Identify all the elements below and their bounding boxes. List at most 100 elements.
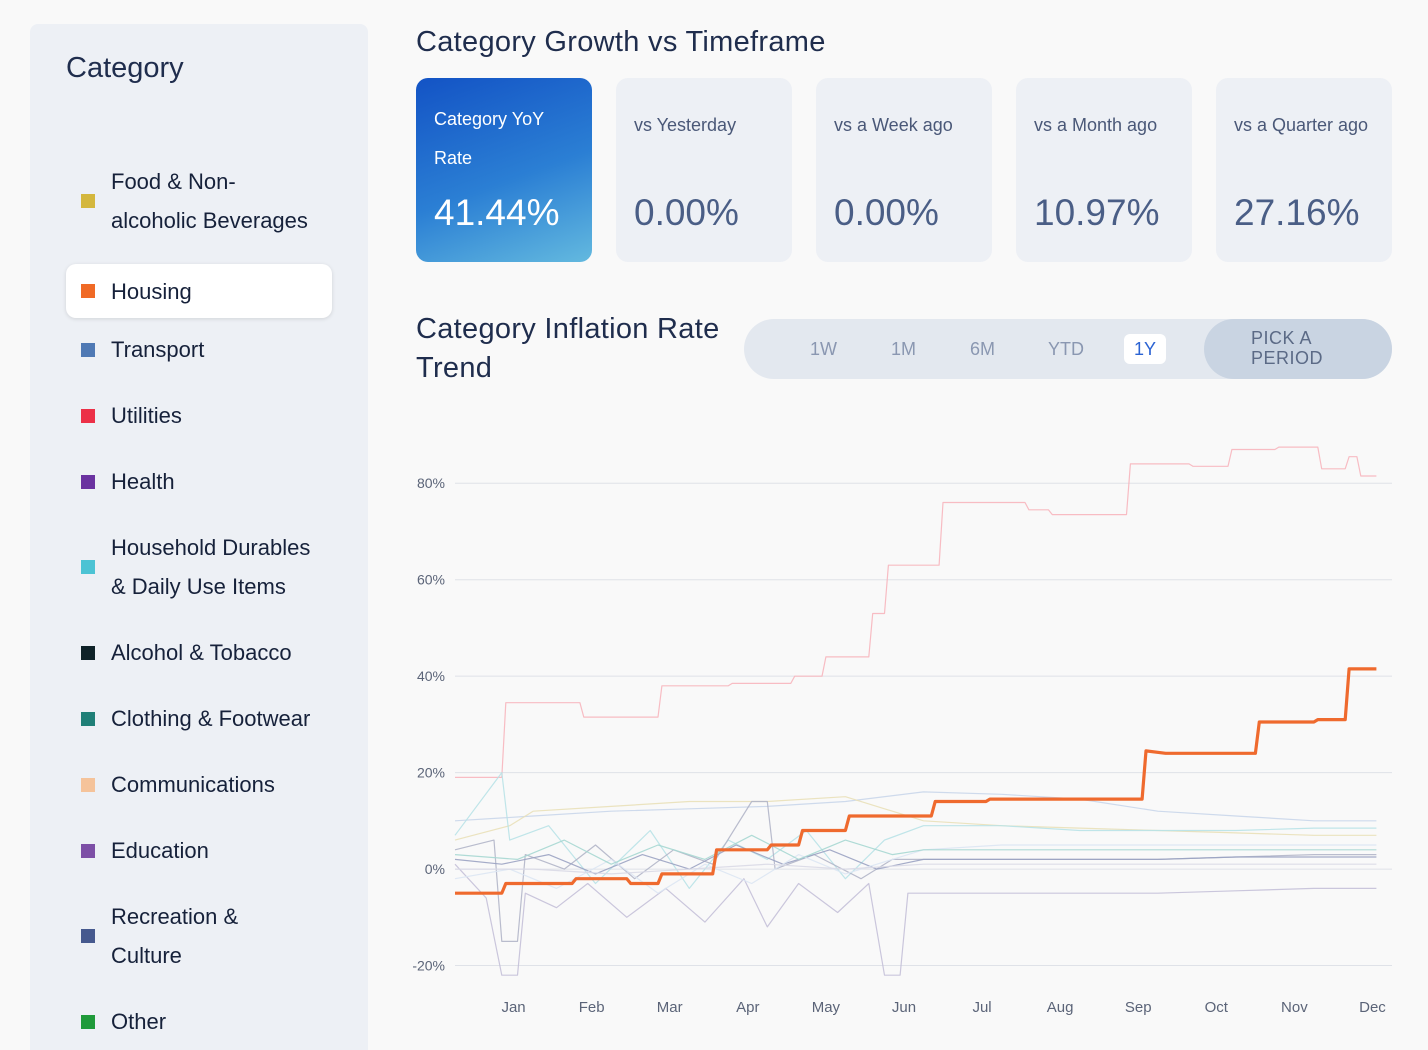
series-line: [454, 800, 1377, 942]
sidebar-item-housing[interactable]: Housing: [66, 264, 332, 318]
label-line-1: Communications: [111, 772, 275, 797]
y-tick-label: 20%: [417, 765, 445, 781]
category-color-swatch: [81, 194, 95, 208]
period-1m[interactable]: 1M: [891, 339, 917, 359]
series-line: [454, 791, 1377, 822]
trend-title: Category Inflation Rate Trend: [416, 313, 720, 384]
sidebar-item-label: Transport: [111, 330, 204, 369]
sidebar-item-recreation[interactable]: Recreation & Culture: [66, 897, 332, 975]
x-tick-label: Oct: [1205, 999, 1229, 1016]
pick-period-line1: PICK A: [1251, 328, 1313, 348]
label-line-1: Alcohol & Tobacco: [111, 640, 292, 665]
sidebar-item-health[interactable]: Health: [66, 462, 332, 501]
stat-card-week: vs a Week ago 0.00%: [816, 78, 992, 262]
sidebar-item-label: Household Durables & Daily Use Items: [111, 528, 310, 606]
x-tick-label: Mar: [657, 999, 683, 1016]
sidebar-item-communications[interactable]: Communications: [66, 765, 332, 804]
category-color-swatch: [81, 1014, 95, 1029]
x-tick-label: Sep: [1125, 999, 1152, 1016]
stat-value: 0.00%: [634, 192, 739, 233]
x-tick-label: Aug: [1047, 999, 1074, 1016]
stat-value: 10.97%: [1034, 192, 1160, 233]
period-ytd[interactable]: YTD: [1048, 339, 1084, 359]
series-line-highlight: [455, 667, 1377, 895]
stat-value: 27.16%: [1234, 192, 1360, 233]
sidebar-item-utilities[interactable]: Utilities: [66, 396, 332, 435]
x-tick-label: May: [812, 999, 841, 1016]
x-tick-label: Jul: [972, 999, 991, 1016]
category-sidebar: Category Food & Non-alcoholic Beverages H…: [30, 24, 368, 1050]
x-tick-label: Apr: [736, 999, 759, 1016]
stat-value: 41.44%: [434, 192, 560, 233]
label-line-1: Transport: [111, 337, 205, 362]
sidebar-item-label: Alcohol & Tobacco: [111, 633, 292, 672]
series-line: [454, 772, 1377, 889]
sidebar-item-food-non[interactable]: Food & Non-alcoholic Beverages: [66, 162, 332, 240]
sidebar-item-alcohol-tobacco[interactable]: Alcohol & Tobacco: [66, 633, 332, 672]
period-1y[interactable]: 1Y: [1124, 334, 1167, 364]
series-line: [455, 863, 1377, 875]
category-color-swatch: [81, 929, 95, 943]
stat-label: vs a Quarter ago: [1234, 115, 1369, 135]
y-tick-label: 80%: [417, 475, 445, 491]
label-line-1: Household Durables: [111, 535, 311, 560]
label-line-2: Culture: [111, 943, 182, 968]
y-tick-label: -20%: [412, 958, 445, 974]
series-line: [454, 844, 1377, 875]
category-color-swatch: [81, 408, 95, 423]
x-tick-label: Jan: [501, 999, 525, 1016]
category-color-swatch: [81, 843, 95, 858]
sidebar-item-household-durables[interactable]: Household Durables & Daily Use Items: [66, 528, 332, 606]
series-line: [454, 834, 1377, 865]
sidebar-item-education[interactable]: Education: [66, 831, 332, 870]
stat-card-month: vs a Month ago 10.97%: [1016, 78, 1192, 262]
stat-label: Category YoY Rate: [434, 109, 544, 168]
series-line: [454, 796, 1377, 841]
x-tick-label: Jun: [892, 999, 916, 1016]
sidebar-item-label: Education: [111, 831, 209, 870]
inflation-trend-chart: -20% 0% 20% 40% 60% 80% Jan Feb Mar Apr May Jun Jul A…: [412, 446, 1392, 1016]
label-line-2: & Daily Use Items: [111, 574, 286, 599]
category-color-swatch: [81, 342, 95, 357]
sidebar-item-clothing-footwear[interactable]: Clothing & Footwear: [66, 699, 332, 738]
sidebar-item-other[interactable]: Other: [66, 1002, 332, 1041]
label-line-1: Education: [111, 838, 209, 863]
sidebar-item-label: Food & Non-alcoholic Beverages: [111, 162, 308, 240]
sidebar-item-label: Health: [111, 462, 175, 501]
series-line: [455, 446, 1377, 778]
stat-card-yesterday: vs Yesterday 0.00%: [616, 78, 792, 262]
series-line: [454, 844, 1377, 894]
stat-label: vs a Week ago: [834, 115, 953, 135]
sidebar-item-transport[interactable]: Transport: [66, 330, 332, 369]
period-6m[interactable]: 6M: [970, 339, 996, 359]
axis-layer: -20% 0% 20% 40% 60% 80% Jan Feb Mar Apr May Jun Jul A…: [412, 475, 1386, 1016]
label-line-2: alcoholic Beverages: [111, 208, 308, 233]
period-selector: 1W 1M 6M YTD 1Y PICK A PERIOD: [744, 319, 1392, 379]
category-color-swatch: [81, 711, 95, 726]
sidebar-item-label: Recreation & Culture: [111, 897, 238, 975]
pick-period-button[interactable]: PICK A PERIOD: [1204, 319, 1392, 379]
label-line-1: Utilities: [111, 403, 182, 428]
category-color-swatch: [81, 284, 95, 298]
sidebar-item-label: Utilities: [111, 396, 182, 435]
series-line: [454, 863, 1377, 976]
series-layer: [454, 446, 1377, 976]
category-color-swatch: [81, 645, 95, 660]
y-tick-label: 40%: [417, 668, 445, 684]
label-line-1: Housing: [111, 278, 192, 304]
label-line-1: Recreation &: [111, 904, 239, 929]
label-line-1: Food & Non-: [111, 169, 236, 194]
y-tick-label: 60%: [417, 572, 445, 588]
x-tick-label: Nov: [1281, 999, 1308, 1016]
label-line-1: Other: [111, 1009, 167, 1034]
stat-value: 0.00%: [834, 192, 939, 233]
label-line-1: Health: [111, 469, 175, 494]
pick-period-line2: PERIOD: [1251, 348, 1324, 368]
category-color-swatch: [81, 560, 95, 574]
period-1w[interactable]: 1W: [810, 339, 837, 359]
x-tick-label: Dec: [1359, 999, 1386, 1016]
y-tick-label: 0%: [425, 861, 445, 877]
sidebar-item-label: Housing: [111, 272, 192, 311]
stat-card-yoy: Category YoY Rate 41.44%: [416, 78, 592, 262]
stat-label: vs Yesterday: [634, 115, 737, 135]
